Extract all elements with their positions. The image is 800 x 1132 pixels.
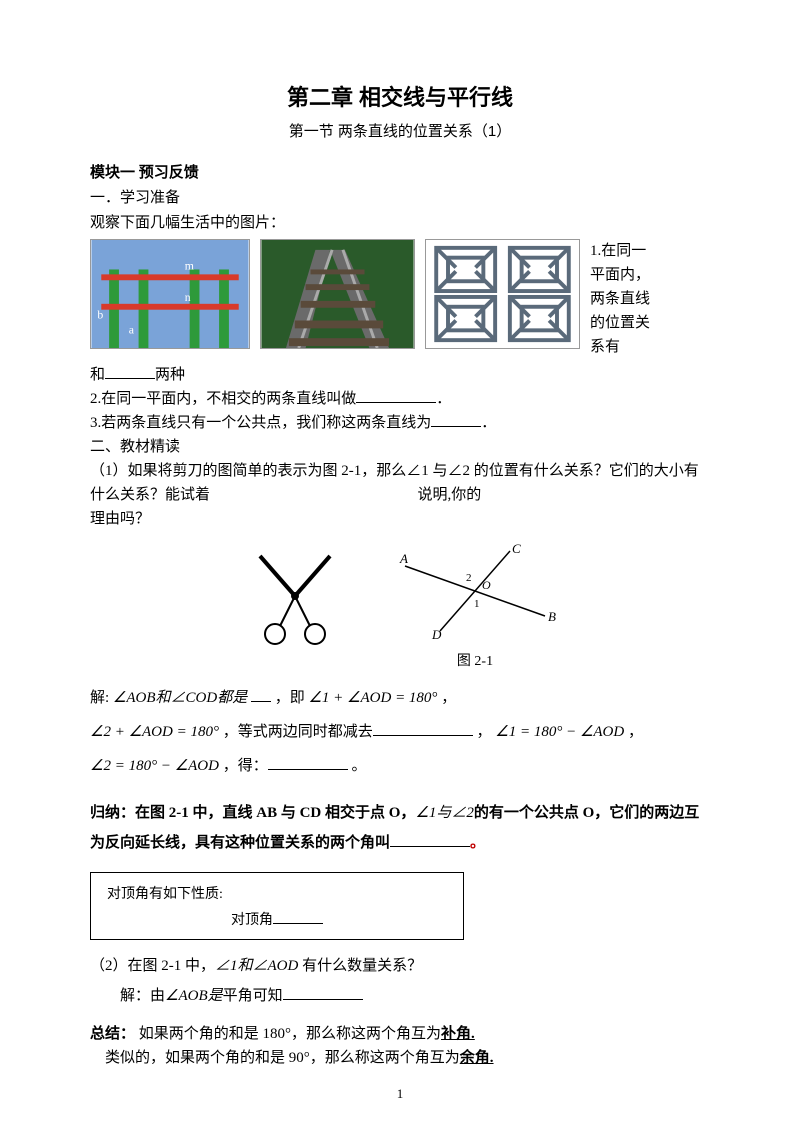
property-label: 对顶角 [231,913,273,928]
comma-3: ， [628,724,643,740]
property-line-1: 对顶角有如下性质: [107,883,447,903]
summary-t2: 类似的，如果两个角的和是 90°，那么称这两个角互为 [105,1050,460,1066]
q1b: 说明,你的 [418,487,482,503]
svg-text:a: a [129,323,135,336]
q1a: （1）如果将剪刀的图简单的表示为图 2-1，那么∠1 与∠2 的位置有什么关系？… [90,463,699,503]
blank-2 [356,387,436,403]
q1-tail: 和 两种 [90,363,710,387]
section-title: 第一节 两条直线的位置关系（1） [90,120,710,141]
summary-line-1: 总结： 如果两个角的和是 180°，那么称这两个角互为补角. [90,1022,710,1046]
q2p-rest: 有什么数量关系？ [298,958,422,974]
property-line-2: 对顶角 [107,909,447,929]
page-number: 1 [0,1086,800,1102]
question-1: （1）如果将剪刀的图简单的表示为图 2-1，那么∠1 与∠2 的位置有什么关系？… [90,459,710,507]
sol-period: 。 [351,758,366,774]
figure-2-1-wrap: A B C D O 2 1 图 2-1 [390,541,560,670]
figure-2-1: A B C D O 2 1 [390,541,560,641]
q2-text: 2.在同一平面内，不相交的两条直线叫做 [90,391,356,407]
module-heading: 模块一 预习反馈 [90,161,710,182]
observe-text: 观察下面几幅生活中的图片： [90,211,710,235]
side-text-q1: 1.在同一平面内，两条直线的位置关系有 [590,239,650,359]
document-page: 第二章 相交线与平行线 第一节 两条直线的位置关系（1） 模块一 预习反馈 一．… [0,0,800,1132]
q2sol-prefix: 解：由 [120,988,165,1004]
summary-t2b: 余角. [460,1050,494,1066]
eq1: ∠1 + ∠AOD = 180° [308,690,437,706]
summary-t1: 如果两个角的和是 180°，那么称这两个角互为 [135,1026,441,1042]
figure-row: A B C D O 2 1 图 2-1 [90,541,710,670]
svg-text:2: 2 [466,572,472,584]
two-kinds: 两种 [155,367,185,383]
blank-guina [390,831,470,847]
image-1-parallel-bars: m n a b [90,239,250,349]
images-row: m n a b [90,239,710,359]
image-3-lattice [425,239,580,349]
figure-label: 图 2-1 [390,650,560,670]
q2p-angles: ∠1和∠AOD [215,958,298,974]
guina-period: 。 [470,835,485,851]
q3-period: ． [481,415,496,431]
q2-paren: （2）在图 2-1 中，∠1和∠AOD 有什么数量关系？ [90,954,710,978]
svg-text:D: D [431,627,442,641]
q2-solution: 解：由∠AOB是平角可知 [90,984,710,1008]
q3-text: 3.若两条直线只有一个公共点，我们称这两条直线为 [90,415,431,431]
summary-label: 总结： [90,1026,135,1042]
svg-text:C: C [512,541,521,556]
scissors-icon [240,541,350,651]
summary-line-2: 类似的，如果两个角的和是 90°，那么称这两个角互为余角. [90,1046,710,1070]
solution-line-2: ∠2 + ∠AOD = 180° ，等式两边同时都减去 ， ∠1 = 180° … [90,720,710,744]
guina-label: 归纳： [90,805,135,821]
svg-text:1: 1 [474,598,480,610]
blank-sol-1 [251,686,271,702]
comma-2: ， [476,724,491,740]
blank-3 [431,411,481,427]
q2-period: ． [436,391,451,407]
svg-text:m: m [185,259,194,272]
solution-line-3: ∠2 = 180° − ∠AOD ，得： 。 [90,754,710,778]
q2-line: 2.在同一平面内，不相交的两条直线叫做 ． [90,387,710,411]
svg-text:B: B [548,609,556,624]
svg-text:n: n [185,291,191,304]
svg-text:b: b [97,309,103,322]
solution-line-1: 解: ∠AOB和∠COD都是 ，即 ∠1 + ∠AOD = 180° ， [90,686,710,710]
svg-text:A: A [399,551,408,566]
sub-heading-2: 二、教材精读 [90,435,710,459]
eq2: ∠2 + ∠AOD = 180° [90,724,219,740]
q2p-a: （2）在图 2-1 中， [90,958,215,974]
sol-prefix: 解: [90,690,109,706]
sol-2: ，等式两边同时都减去 [223,724,373,740]
comma-1: ， [441,690,456,706]
blank-sol-3 [268,754,348,770]
q2sol-after: 平角可知 [223,988,283,1004]
blank-q2sol [283,984,363,1000]
guina-a: 在图 2-1 中，直线 AB 与 CD 相交于点 O， [135,805,415,821]
sol-1b: ，即 [275,690,305,706]
property-box: 对顶角有如下性质: 对顶角 [90,872,464,940]
blank-sol-2 [373,720,473,736]
eq4: ∠2 = 180° − ∠AOD [90,758,219,774]
and-text: 和 [90,367,105,383]
summary-t1b: 补角. [441,1026,475,1042]
chapter-title: 第二章 相交线与平行线 [90,80,710,112]
q3-line: 3.若两条直线只有一个公共点，我们称这两条直线为 ． [90,411,710,435]
svg-text:O: O [482,578,491,592]
sol-3: ，得： [223,758,268,774]
guina-angles: ∠1与∠2 [415,805,473,821]
sub-heading-1: 一．学习准备 [90,186,710,207]
question-1c: 理由吗？ [90,507,710,531]
blank-property [273,909,323,924]
guina-block: 归纳：在图 2-1 中，直线 AB 与 CD 相交于点 O，∠1与∠2的有一个公… [90,798,710,858]
q2sol-mid: ∠AOB是 [165,988,223,1004]
eq3: ∠1 = 180° − ∠AOD [495,724,624,740]
sol-1a: ∠AOB和∠COD都是 [113,690,247,706]
blank-1 [105,363,155,379]
image-2-railroad [260,239,415,349]
